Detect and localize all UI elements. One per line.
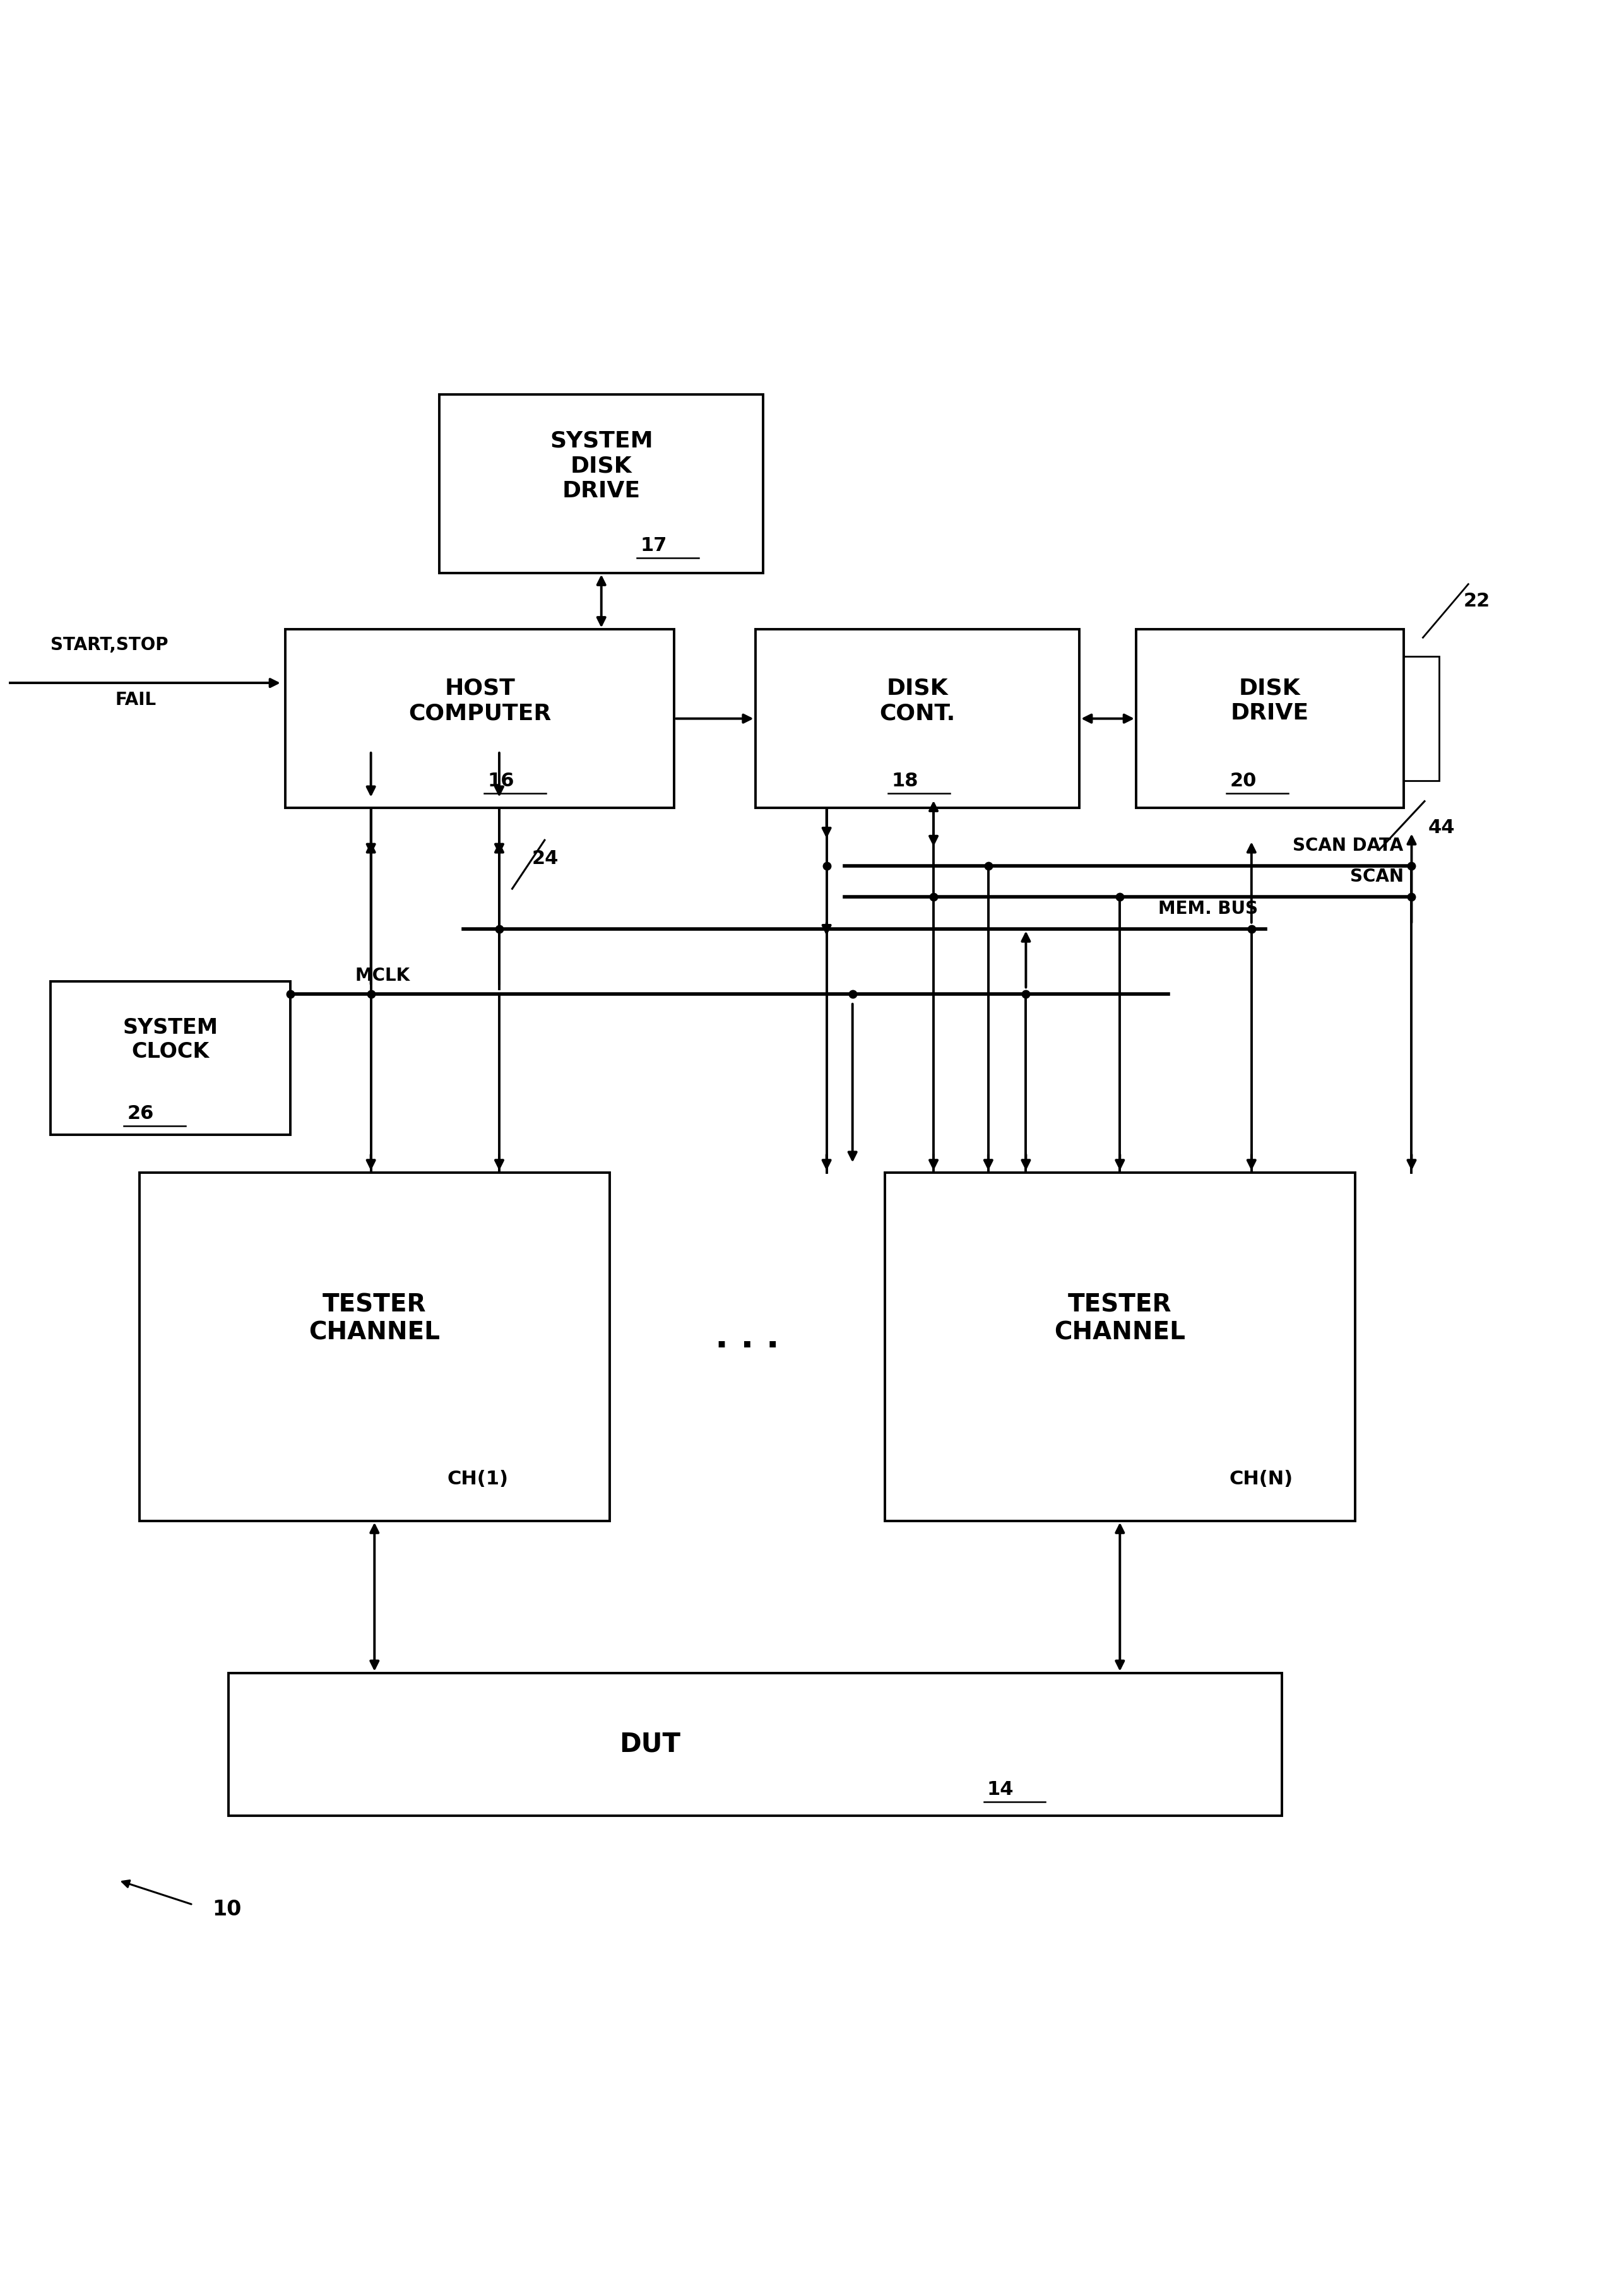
- Text: SYSTEM
DISK
DRIVE: SYSTEM DISK DRIVE: [549, 429, 653, 501]
- Text: 24: 24: [531, 850, 559, 868]
- Text: START,STOP: START,STOP: [50, 636, 167, 654]
- Text: 17: 17: [640, 537, 667, 556]
- Text: SCAN: SCAN: [1350, 868, 1403, 886]
- Text: DISK
CONT.: DISK CONT.: [879, 677, 955, 723]
- Text: 10: 10: [213, 1899, 242, 1919]
- Text: 14: 14: [987, 1779, 1013, 1798]
- Text: 22: 22: [1463, 592, 1491, 611]
- Bar: [1137, 629, 1403, 808]
- Text: 26: 26: [127, 1104, 154, 1123]
- Bar: [1403, 657, 1439, 781]
- Text: SCAN DATA: SCAN DATA: [1293, 838, 1403, 854]
- Bar: [229, 1674, 1281, 1816]
- Text: 16: 16: [487, 771, 515, 790]
- Text: 44: 44: [1427, 820, 1455, 836]
- Text: MCLK: MCLK: [356, 967, 409, 985]
- Text: 18: 18: [892, 771, 918, 790]
- Bar: [438, 395, 763, 572]
- Bar: [50, 980, 291, 1134]
- Text: CH(N): CH(N): [1229, 1469, 1293, 1488]
- Text: FAIL: FAIL: [115, 691, 156, 709]
- Text: CH(1): CH(1): [447, 1469, 508, 1488]
- Text: HOST
COMPUTER: HOST COMPUTER: [408, 677, 551, 723]
- Bar: [885, 1173, 1354, 1520]
- Text: TESTER
CHANNEL: TESTER CHANNEL: [309, 1293, 440, 1345]
- Text: · · ·: · · ·: [715, 1329, 780, 1364]
- Text: 20: 20: [1229, 771, 1257, 790]
- Bar: [755, 629, 1080, 808]
- Text: TESTER
CHANNEL: TESTER CHANNEL: [1054, 1293, 1186, 1345]
- Text: MEM. BUS: MEM. BUS: [1158, 900, 1257, 918]
- Bar: [140, 1173, 609, 1520]
- Text: DISK
DRIVE: DISK DRIVE: [1231, 677, 1309, 723]
- Bar: [286, 629, 674, 808]
- Text: SYSTEM
CLOCK: SYSTEM CLOCK: [123, 1017, 218, 1063]
- Text: DUT: DUT: [619, 1731, 680, 1756]
